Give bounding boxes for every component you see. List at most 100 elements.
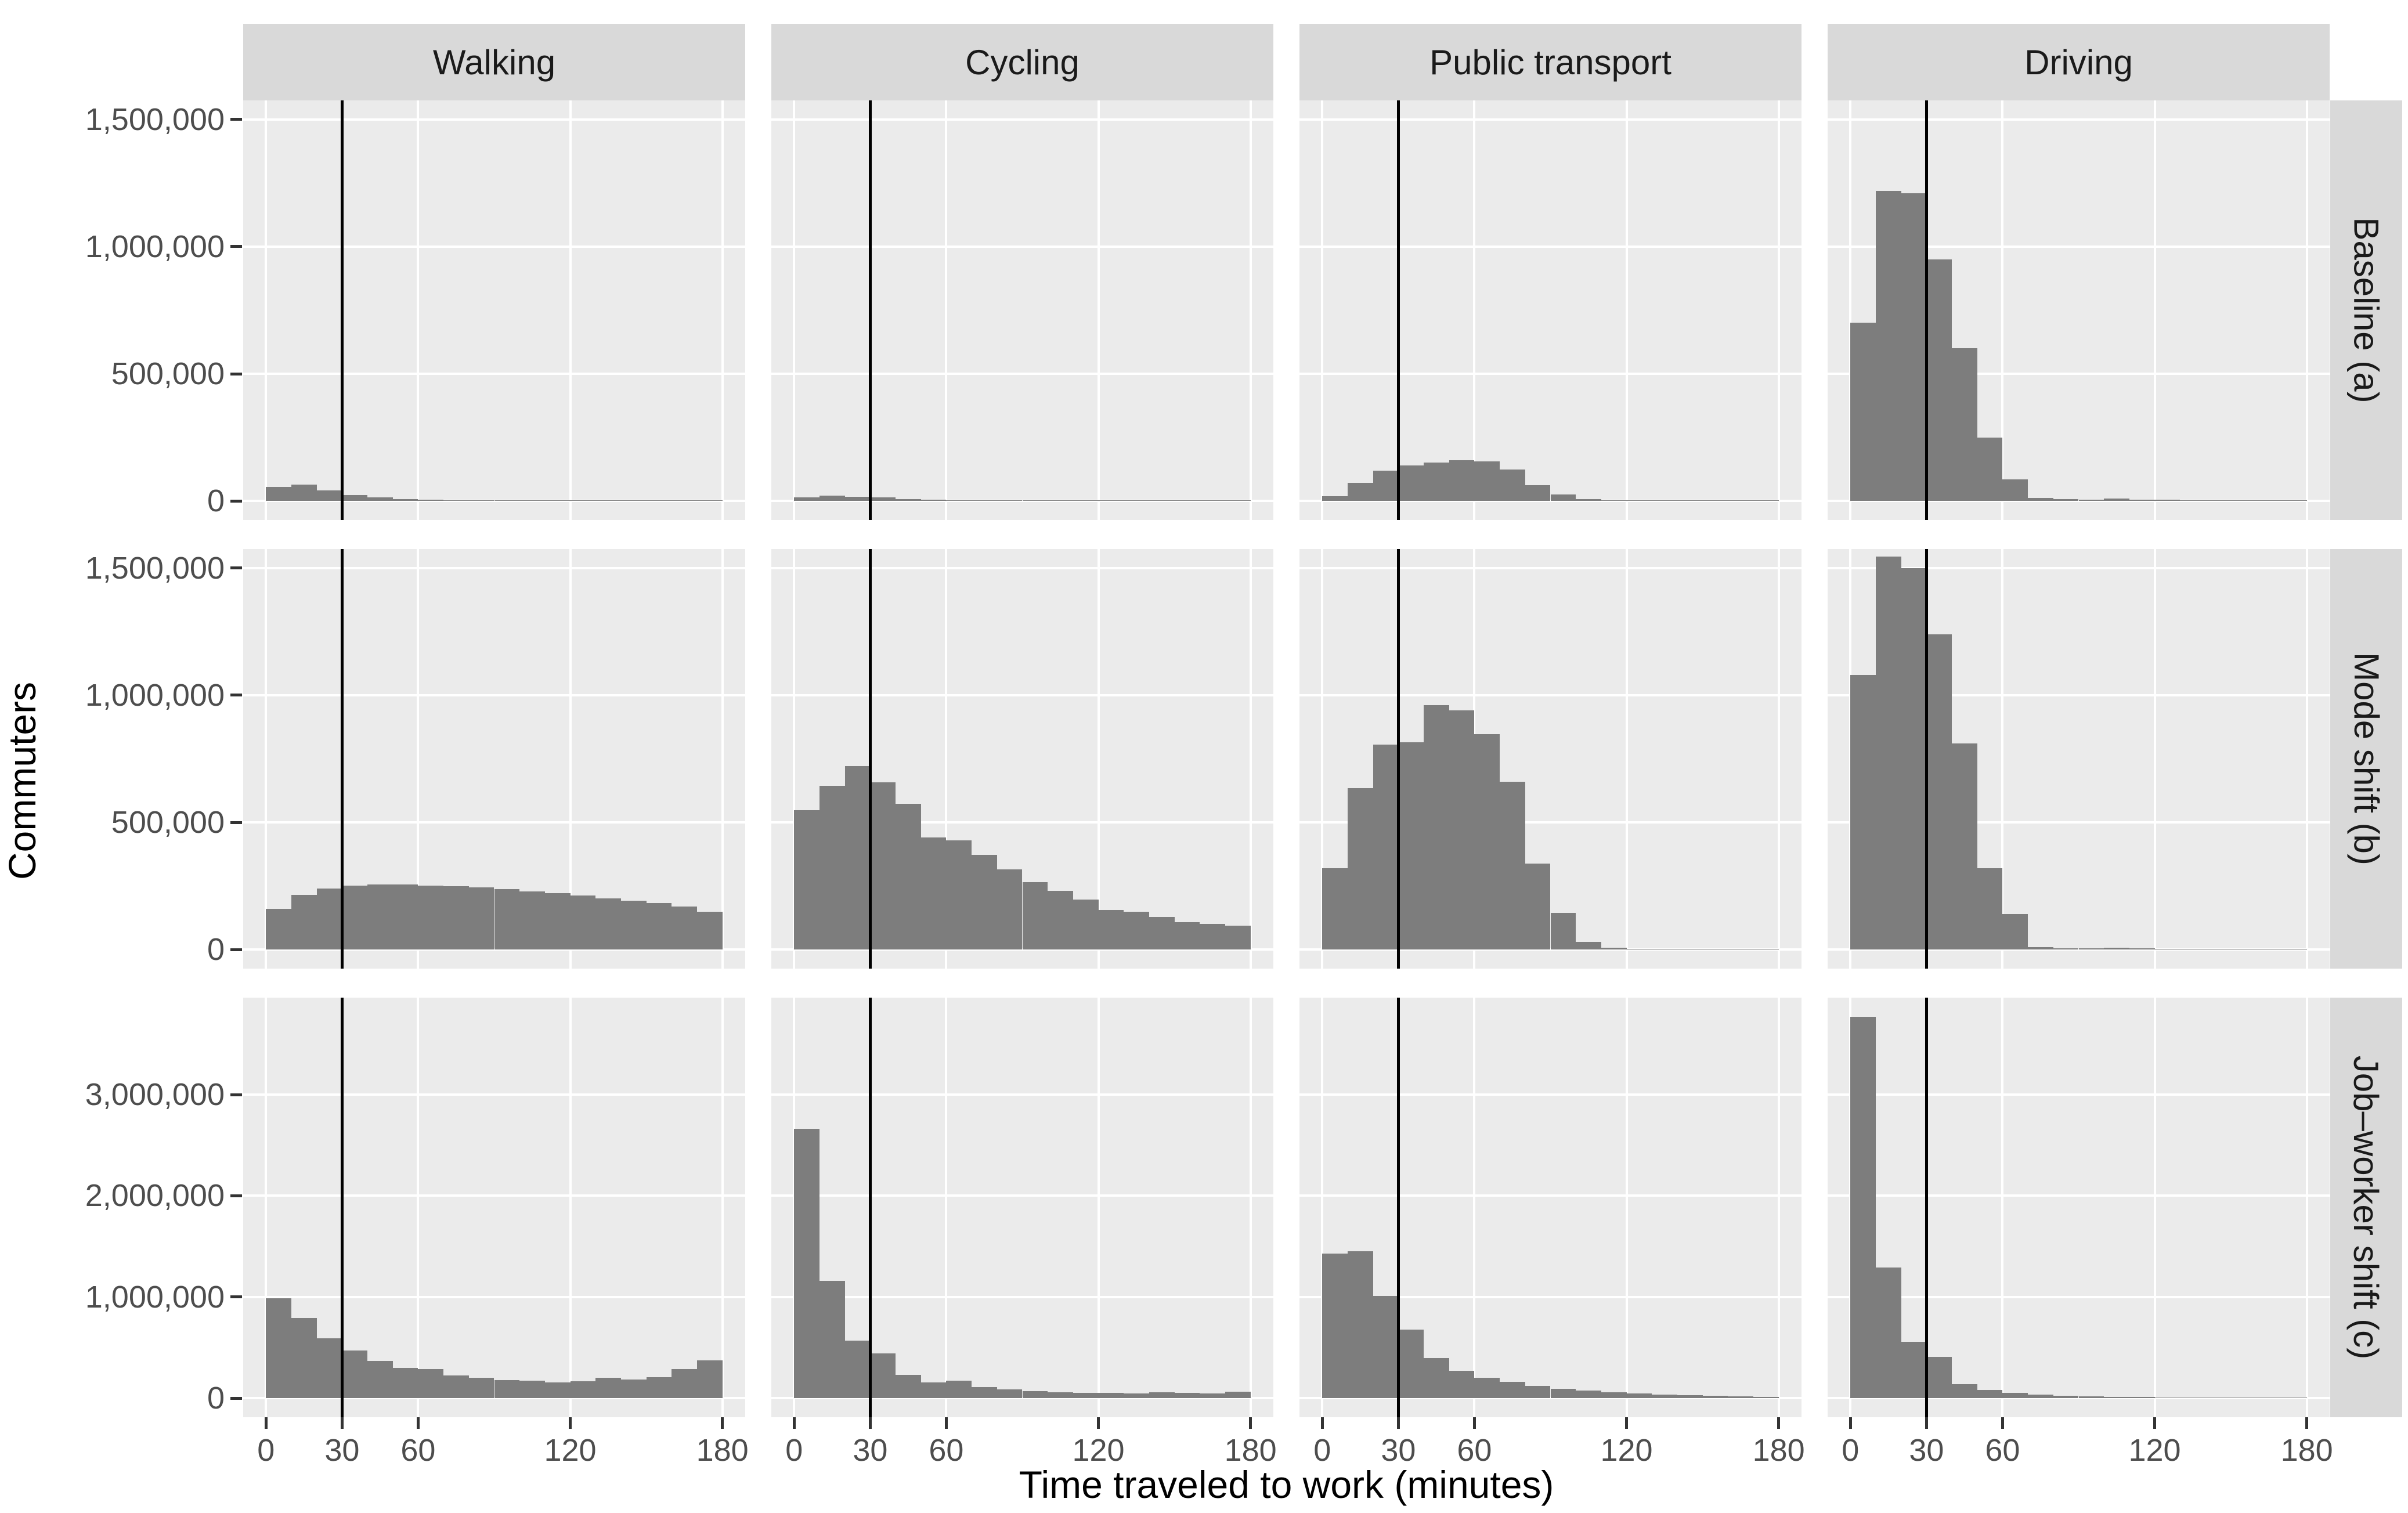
histogram-bar [870,782,896,950]
histogram-bar [1474,1378,1500,1399]
reference-line-30min [1396,100,1400,520]
histogram-bar [1348,483,1373,501]
x-axis-tick-label: 120 [1072,1433,1125,1468]
gridline-vertical [793,100,796,520]
histogram-bar [1449,460,1475,501]
gridline-vertical [569,100,572,520]
panel-public-transport-row3 [1299,998,1802,1417]
histogram-bar [794,810,819,950]
gridline-horizontal [1299,245,1802,248]
histogram-bar [696,912,723,950]
histogram-bar [1322,1253,1348,1399]
gridline-horizontal [771,1397,1273,1400]
gridline-horizontal [771,566,1273,569]
histogram-bar [2053,499,2079,501]
histogram-bar [1073,899,1099,950]
gridline-vertical [1249,998,1252,1417]
gridline-horizontal [1299,118,1802,121]
histogram-bar [2078,1396,2104,1399]
gridline-horizontal [1299,1194,1802,1197]
y-axis-tick-mark [230,821,242,824]
y-axis-tick-mark [230,694,242,697]
panel-public-transport-row2 [1299,549,1802,969]
histogram-bar [1626,500,1652,501]
x-axis-tick-label: 120 [2128,1433,2181,1468]
y-axis-tick-mark [230,372,242,375]
histogram-bar [291,484,317,501]
histogram-bar [316,1338,342,1399]
histogram-bar [1500,782,1525,950]
histogram-bar [1626,948,1652,950]
panel-cycling-row2 [771,549,1273,969]
y-axis-tick-label: 1,000,000 [85,1279,225,1315]
histogram-bar [1225,500,1251,501]
histogram-bar [794,1129,819,1399]
histogram-bar [2028,1395,2053,1399]
gridline-horizontal [771,694,1273,696]
facet-strip-label: Walking [432,42,556,82]
histogram-bar [1652,1394,1677,1399]
x-axis-tick-mark [1320,1417,1324,1429]
gridline-horizontal [1299,694,1802,696]
histogram-bar [418,499,444,501]
x-axis-tick-label: 0 [1842,1433,1860,1468]
x-axis-tick-mark [1625,1417,1629,1429]
histogram-bar [1022,1391,1048,1399]
histogram-bar [920,837,947,950]
histogram-bar [896,804,921,950]
gridline-horizontal [243,948,745,951]
histogram-bar [2002,1393,2028,1399]
gridline-vertical [2153,998,2156,1417]
histogram-bar [1952,743,1977,950]
histogram-bar [1398,465,1424,501]
gridline-horizontal [243,1194,745,1197]
gridline-vertical [1473,100,1476,520]
gridline-vertical [1321,998,1324,1417]
histogram-bar [1952,348,1977,501]
histogram-bar [819,1280,845,1399]
x-axis-tick-mark [1097,1417,1100,1429]
x-axis-tick-mark [2153,1417,2157,1429]
histogram-bar [1373,1296,1399,1399]
gridline-horizontal [1299,566,1802,569]
gridline-horizontal [1828,245,2330,248]
histogram-bar [1174,1393,1200,1399]
histogram-bar [468,1378,494,1399]
gridline-vertical [2001,549,2004,969]
histogram-bar [291,1317,317,1399]
gridline-vertical [945,998,948,1417]
x-axis-tick-mark [416,1417,420,1429]
gridline-vertical [569,998,572,1417]
histogram-bar [1850,674,1876,950]
histogram-bar [1652,500,1677,501]
panel-driving-row3 [1828,998,2330,1417]
gridline-vertical [265,549,268,969]
x-axis-tick-mark [1249,1417,1252,1429]
facet-strip-label: Mode shift (b) [2346,652,2386,865]
gridline-vertical [1321,100,1324,520]
histogram-bar [595,500,621,501]
gridline-horizontal [243,118,745,121]
histogram-bar [1149,500,1175,501]
y-axis-tick-label: 2,000,000 [85,1178,225,1214]
reference-line-30min [340,100,344,520]
y-axis-tick-label: 1,500,000 [85,550,225,586]
x-axis-tick-mark [1472,1417,1476,1429]
x-axis-tick-label: 180 [1224,1433,1277,1468]
histogram-bar [595,898,621,950]
facet-strip-driving: Driving [1828,24,2330,100]
histogram-bar [367,1360,393,1399]
gridline-horizontal [243,1397,745,1400]
y-axis-tick-label: 1,000,000 [85,677,225,713]
y-axis-tick-mark [230,1396,242,1400]
gridline-horizontal [1299,948,1802,951]
gridline-horizontal [1299,500,1802,503]
gridline-vertical [2305,549,2308,969]
histogram-bar [2256,500,2281,501]
x-axis-tick-label: 30 [1909,1433,1944,1468]
histogram-bar [1200,500,1225,501]
gridline-horizontal [243,245,745,248]
gridline-vertical [721,100,724,520]
histogram-bar [494,500,520,501]
